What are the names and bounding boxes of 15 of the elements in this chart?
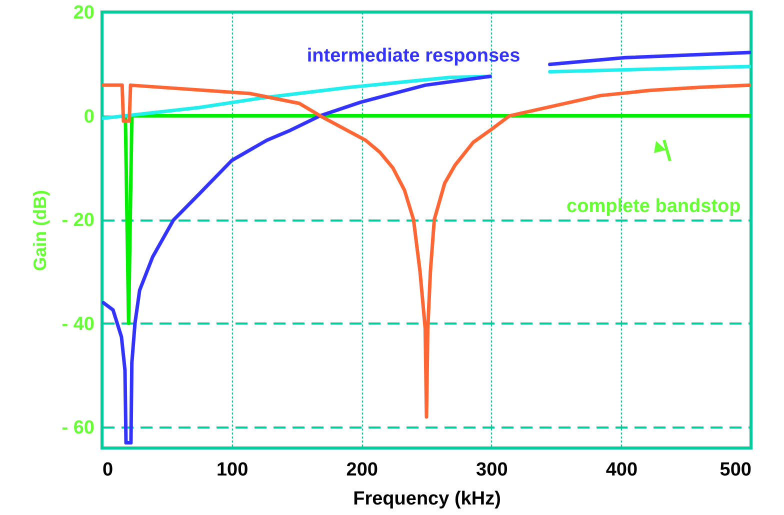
annotation: intermediate responses: [306, 46, 520, 67]
x-tick-label: 200: [346, 460, 378, 480]
x-tick-label: 100: [216, 460, 248, 480]
y-tick-label: - 20: [62, 210, 94, 232]
x-tick-label: 400: [606, 460, 638, 480]
x-tick-label: 500: [720, 460, 752, 480]
y-tick-label: 0: [84, 106, 94, 128]
x-tick-label: 0: [102, 460, 114, 480]
y-axis-title: Gain (dB): [30, 190, 50, 271]
x-axis-title: Frequency (kHz): [353, 488, 501, 510]
y-tick-label: - 60: [62, 418, 94, 439]
y-tick-label: - 40: [62, 314, 94, 335]
annotation: complete bandstop: [566, 196, 741, 218]
x-tick-label: 300: [476, 460, 508, 480]
y-tick-label: 20: [73, 2, 94, 24]
